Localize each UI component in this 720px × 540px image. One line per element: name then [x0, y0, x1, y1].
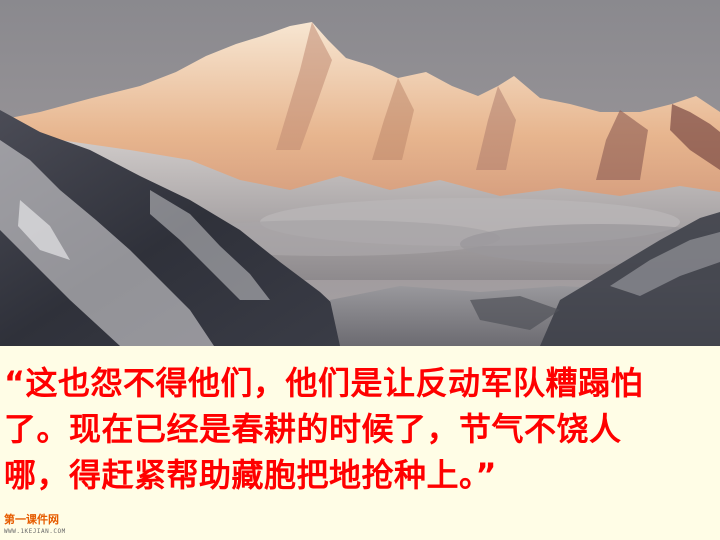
watermark-title: 第一课件网: [4, 513, 59, 526]
mountain-photo: [0, 0, 720, 346]
quote-text-block: “这也怨不得他们，他们是让反动军队糟蹋怕 了。现在已经是春耕的时候了，节气不饶人…: [0, 360, 720, 510]
quote-line-3: 哪，得赶紧帮助藏胞把地抢种上。”: [4, 456, 498, 494]
quote-line-1: “这也怨不得他们，他们是让反动军队糟蹋怕: [4, 364, 644, 402]
site-watermark: 第一课件网 WWW.1KEJIAN.COM: [4, 513, 84, 539]
watermark-url: WWW.1KEJIAN.COM: [4, 528, 66, 535]
quote-line-2: 了。现在已经是春耕的时候了，节气不饶人: [4, 410, 622, 448]
